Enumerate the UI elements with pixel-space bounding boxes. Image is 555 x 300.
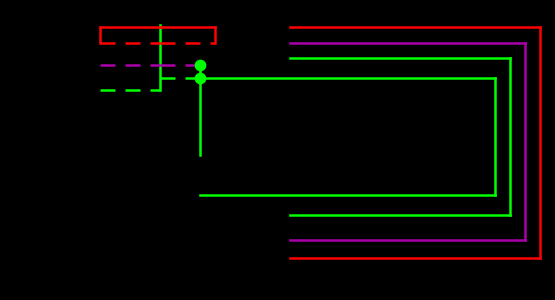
Point: [195, 76, 204, 80]
Point: [195, 63, 204, 68]
